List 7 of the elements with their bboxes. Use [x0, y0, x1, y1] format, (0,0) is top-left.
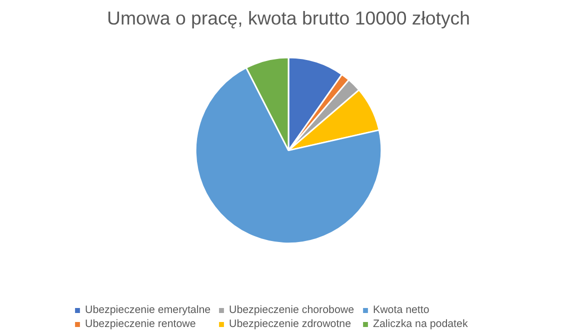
legend-label: Ubezpieczenie zdrowotne: [229, 318, 352, 330]
legend-label: Ubezpieczenie emerytalne: [85, 304, 212, 316]
legend-label: Ubezpieczenie rentowe: [85, 318, 197, 330]
legend-label: Ubezpieczenie chorobowe: [229, 304, 355, 316]
legend-label: Zaliczka na podatek: [373, 318, 469, 330]
chart-title: Umowa o pracę, kwota brutto 10000 złotych: [107, 8, 470, 28]
legend-label: Kwota netto: [373, 304, 430, 316]
